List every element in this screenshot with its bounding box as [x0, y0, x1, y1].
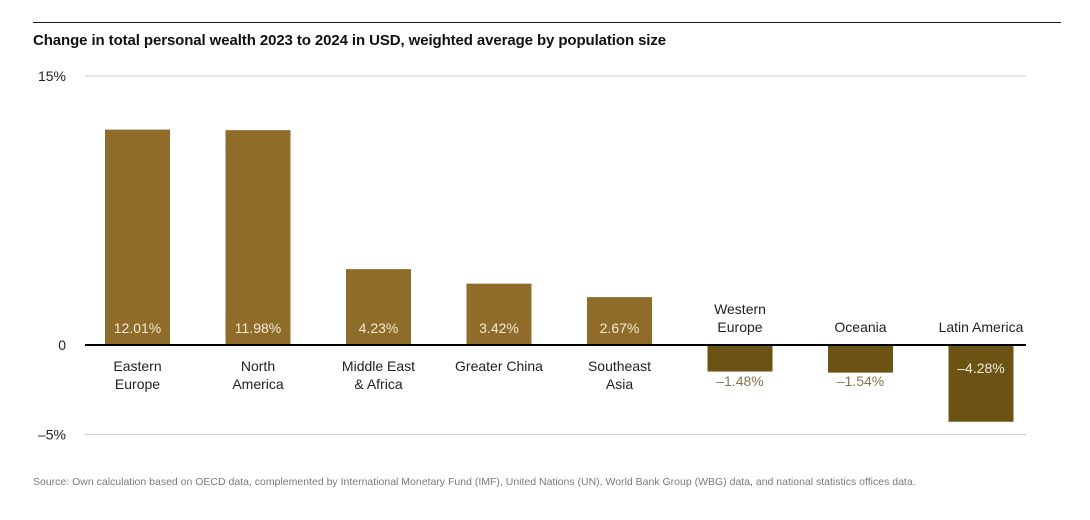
bar	[948, 345, 1014, 422]
chart-title: Change in total personal wealth 2023 to …	[33, 32, 667, 49]
data-label: 2.67%	[600, 320, 640, 336]
y-tick-label: 15%	[38, 68, 66, 84]
bar	[707, 345, 773, 372]
category-label: Europe	[115, 376, 160, 392]
category-label: Latin America	[939, 319, 1024, 335]
category-label: Asia	[606, 376, 633, 392]
data-label: –1.48%	[716, 373, 763, 389]
data-label: –1.54%	[837, 373, 884, 389]
bar	[105, 129, 170, 345]
source-note: Source: Own calculation based on OECD da…	[33, 476, 916, 488]
data-label: –4.28%	[957, 360, 1004, 376]
category-label: & Africa	[354, 376, 402, 392]
bar	[587, 297, 652, 345]
bar	[225, 130, 291, 345]
y-tick-label: 0	[58, 337, 66, 353]
bar	[466, 283, 532, 345]
data-label: 3.42%	[479, 320, 519, 336]
category-label: Middle East	[342, 358, 415, 374]
data-label: 11.98%	[235, 320, 281, 336]
data-label: 4.23%	[359, 320, 399, 336]
category-label: Oceania	[834, 319, 886, 335]
category-label: Southeast	[588, 358, 651, 374]
bar	[828, 345, 893, 373]
category-label: America	[232, 376, 284, 392]
category-label: Western	[714, 301, 766, 317]
top-rule	[33, 22, 1061, 23]
bar	[346, 269, 411, 345]
category-label: Eastern	[113, 358, 161, 374]
y-tick-label: –5%	[38, 427, 66, 443]
bar-chart: 15% 0 –5% 12.01% Eastern Europe 11.98% North Ame…	[38, 68, 1026, 443]
data-label: 12.01%	[114, 320, 161, 336]
category-label: Europe	[717, 319, 762, 335]
category-label: Greater China	[455, 358, 543, 374]
category-label: North	[241, 358, 275, 374]
